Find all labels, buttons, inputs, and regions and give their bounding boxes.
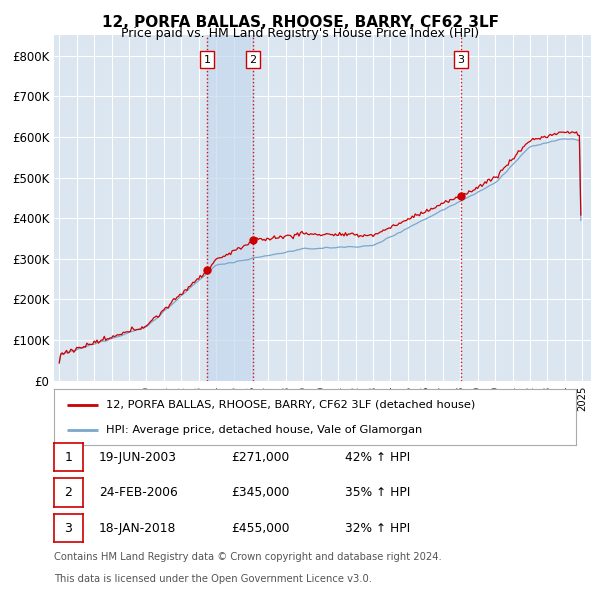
Text: 18-JAN-2018: 18-JAN-2018 [99, 522, 176, 535]
Text: 2: 2 [64, 486, 73, 499]
Text: Contains HM Land Registry data © Crown copyright and database right 2024.: Contains HM Land Registry data © Crown c… [54, 552, 442, 562]
Text: 3: 3 [64, 522, 73, 535]
Text: 42% ↑ HPI: 42% ↑ HPI [345, 451, 410, 464]
Text: £455,000: £455,000 [231, 522, 290, 535]
Text: 12, PORFA BALLAS, RHOOSE, BARRY, CF62 3LF (detached house): 12, PORFA BALLAS, RHOOSE, BARRY, CF62 3L… [106, 399, 475, 409]
Text: 32% ↑ HPI: 32% ↑ HPI [345, 522, 410, 535]
Text: This data is licensed under the Open Government Licence v3.0.: This data is licensed under the Open Gov… [54, 574, 372, 584]
Text: 24-FEB-2006: 24-FEB-2006 [99, 486, 178, 499]
Text: 2: 2 [250, 55, 257, 65]
Text: 1: 1 [203, 55, 211, 65]
Bar [207, 35, 253, 381]
Text: £271,000: £271,000 [231, 451, 289, 464]
Text: Price paid vs. HM Land Registry's House Price Index (HPI): Price paid vs. HM Land Registry's House … [121, 27, 479, 40]
Text: 3: 3 [458, 55, 464, 65]
Text: 12, PORFA BALLAS, RHOOSE, BARRY, CF62 3LF: 12, PORFA BALLAS, RHOOSE, BARRY, CF62 3L… [101, 15, 499, 30]
Text: £345,000: £345,000 [231, 486, 289, 499]
Text: HPI: Average price, detached house, Vale of Glamorgan: HPI: Average price, detached house, Vale… [106, 425, 422, 435]
Text: 35% ↑ HPI: 35% ↑ HPI [345, 486, 410, 499]
Text: 19-JUN-2003: 19-JUN-2003 [99, 451, 177, 464]
Text: 1: 1 [64, 451, 73, 464]
